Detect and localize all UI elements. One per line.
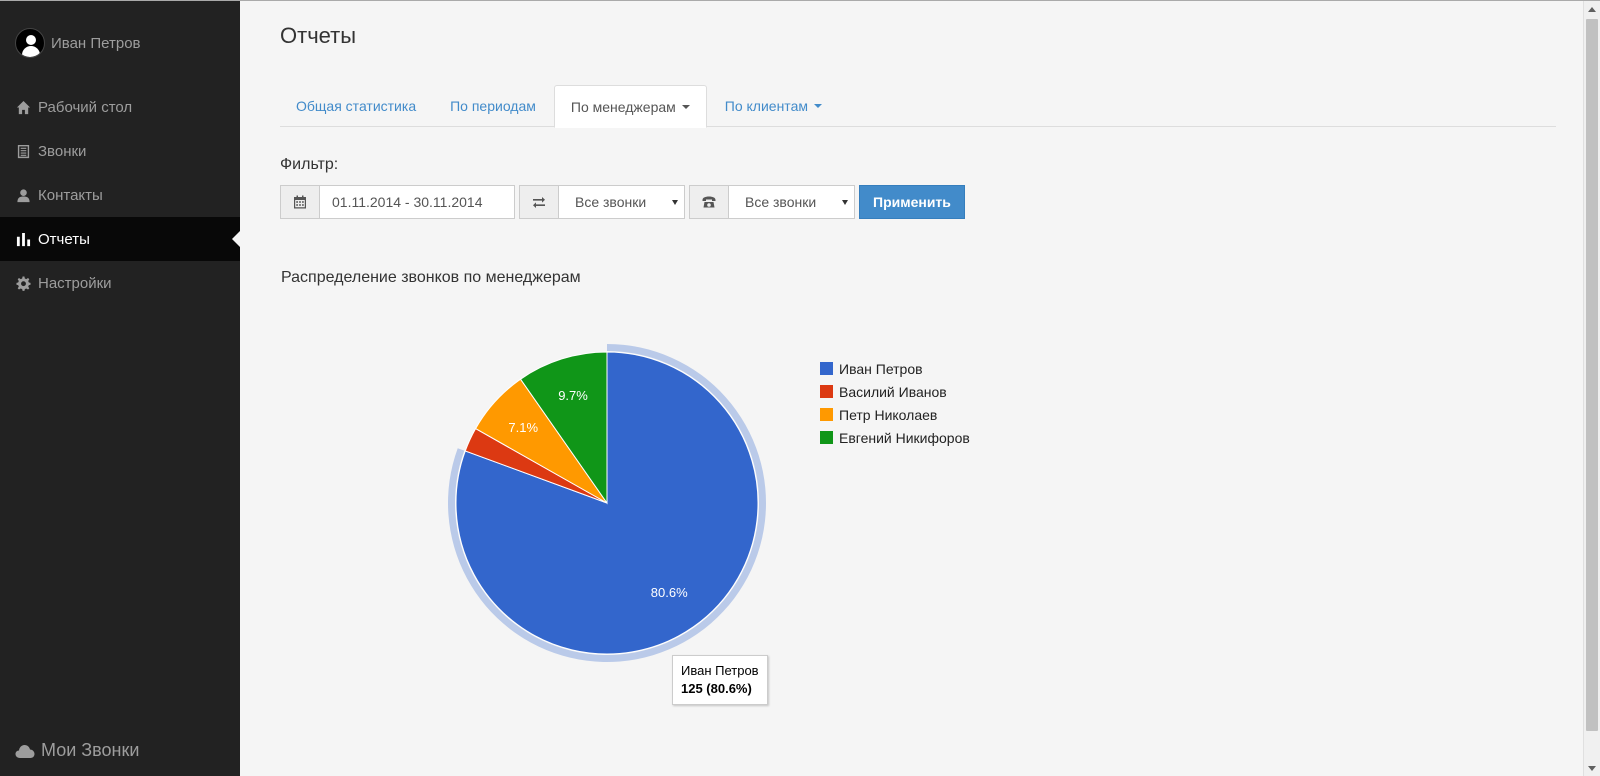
user-name: Иван Петров <box>51 34 141 52</box>
legend-swatch <box>820 431 833 444</box>
apply-button[interactable]: Применить <box>859 185 965 219</box>
transfer-icon <box>519 185 559 219</box>
avatar-icon <box>15 28 45 58</box>
select-value: Все звонки <box>575 194 647 210</box>
dropdown-arrow-icon <box>672 199 678 205</box>
sidebar-item-label: Рабочий стол <box>38 98 133 116</box>
phone-icon <box>689 185 729 219</box>
caret-down-icon <box>813 104 822 108</box>
home-icon <box>15 99 31 115</box>
sidebar-item-contacts[interactable]: Контакты <box>0 173 240 217</box>
legend-item[interactable]: Петр Николаев <box>820 403 970 426</box>
call-type-select[interactable]: Все звонки <box>729 185 855 219</box>
tab-label: По клиентам <box>724 98 808 114</box>
date-range-group: 01.11.2014 - 30.11.2014 <box>280 185 515 219</box>
user-profile[interactable]: Иван Петров <box>0 21 240 65</box>
sidebar-item-calls[interactable]: Звонки <box>0 129 240 173</box>
scroll-up-arrow-icon[interactable] <box>1588 7 1596 12</box>
legend-swatch <box>820 408 833 421</box>
date-range-input[interactable]: 01.11.2014 - 30.11.2014 <box>320 185 515 219</box>
legend-label: Евгений Никифоров <box>839 429 970 446</box>
pie-chart: 80.6% 7.1% 9.7% <box>448 344 766 662</box>
cloud-icon <box>15 744 35 758</box>
scrollbar-thumb[interactable] <box>1586 19 1598 731</box>
sidebar-item-reports[interactable]: Отчеты <box>0 217 240 261</box>
brand-logo[interactable]: Мои Звонки <box>15 740 139 761</box>
tab-label: По менеджерам <box>570 98 676 115</box>
tab-label: По периодам <box>450 98 536 114</box>
pie-slice-label: 7.1% <box>508 420 538 435</box>
list-icon <box>15 143 31 159</box>
legend-label: Петр Николаев <box>839 406 938 423</box>
chart-tooltip: Иван Петров 125 (80.6%) <box>672 655 768 705</box>
sidebar-item-label: Отчеты <box>38 230 90 248</box>
brand-name: Мои Звонки <box>41 740 140 760</box>
tab-by-periods[interactable]: По периодам <box>434 85 552 127</box>
gear-icon <box>15 275 31 291</box>
legend-label: Василий Иванов <box>839 383 947 400</box>
report-tabs: Общая статистика По периодам По менеджер… <box>280 85 1556 128</box>
legend-label: Иван Петров <box>839 360 923 377</box>
sidebar: Иван Петров Рабочий стол Звонки Контакты… <box>0 1 240 776</box>
legend-item[interactable]: Евгений Никифоров <box>820 426 970 449</box>
page-title: Отчеты <box>280 23 357 48</box>
user-icon <box>15 187 31 203</box>
dropdown-arrow-icon <box>842 199 848 205</box>
tab-general-stats[interactable]: Общая статистика <box>280 85 432 127</box>
call-type-group: Все звонки <box>689 185 855 219</box>
sidebar-nav: Рабочий стол Звонки Контакты Отчеты Наст… <box>0 85 240 305</box>
vertical-scrollbar[interactable] <box>1583 1 1600 776</box>
sidebar-item-label: Звонки <box>38 142 87 160</box>
sidebar-item-label: Настройки <box>38 274 112 292</box>
tab-by-clients[interactable]: По клиентам <box>709 85 838 127</box>
tooltip-name: Иван Петров <box>681 663 759 678</box>
calendar-icon[interactable] <box>280 185 320 219</box>
sidebar-item-desktop[interactable]: Рабочий стол <box>0 85 240 129</box>
tab-label: Общая статистика <box>296 98 417 114</box>
scroll-down-arrow-icon[interactable] <box>1588 766 1596 771</box>
legend-swatch <box>820 385 833 398</box>
call-direction-select[interactable]: Все звонки <box>559 185 685 219</box>
sidebar-item-label: Контакты <box>38 186 103 204</box>
pie-slice[interactable] <box>519 351 608 505</box>
select-value: Все звонки <box>745 194 817 210</box>
filter-bar: 01.11.2014 - 30.11.2014 Все звонки Все з… <box>280 185 965 219</box>
bar-chart-icon <box>15 231 31 247</box>
chart-legend: Иван Петров Василий Иванов Петр Николаев Ев… <box>820 357 970 449</box>
caret-down-icon <box>681 104 690 109</box>
direction-group: Все звонки <box>519 185 685 219</box>
tab-by-managers[interactable]: По менеджерам <box>553 85 707 128</box>
pie-slice-label: 9.7% <box>558 388 588 403</box>
legend-item[interactable]: Иван Петров <box>820 357 970 380</box>
legend-item[interactable]: Василий Иванов <box>820 380 970 403</box>
tooltip-value: 125 (80.6%) <box>681 681 752 696</box>
pie-slice[interactable] <box>455 351 759 655</box>
pie-slice-label: 80.6% <box>651 585 688 600</box>
filter-label: Фильтр: <box>280 156 339 173</box>
legend-swatch <box>820 362 833 375</box>
chart-title: Распределение звонков по менеджерам <box>281 269 581 286</box>
sidebar-item-settings[interactable]: Настройки <box>0 261 240 305</box>
